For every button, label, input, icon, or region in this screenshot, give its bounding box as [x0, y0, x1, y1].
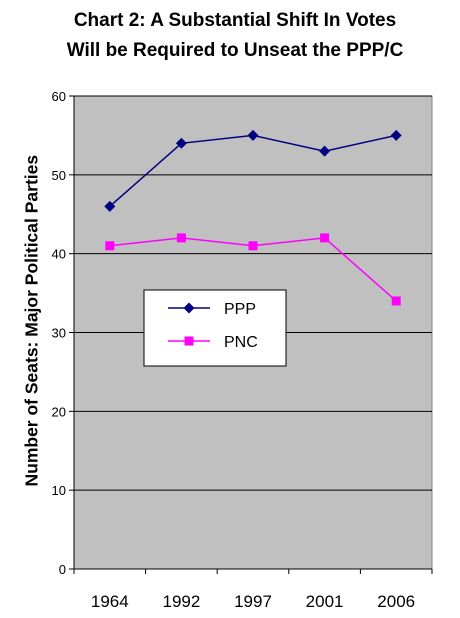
data-point-pnc — [176, 233, 186, 243]
y-tick-label: 40 — [52, 247, 66, 262]
data-point-ppp — [319, 145, 331, 157]
y-tick-label: 20 — [52, 404, 66, 419]
y-tick-labels: 0 10 20 30 40 50 60 — [52, 89, 66, 577]
data-point-ppp — [175, 137, 187, 149]
chart-title-line2: Will be Required to Unseat the PPP/C — [66, 40, 404, 61]
data-point-pnc — [391, 296, 401, 306]
x-tick-label: 1964 — [91, 592, 129, 611]
chart-title-line1: Chart 2: A Substantial Shift In Votes — [73, 10, 397, 31]
legend-marker-pnc — [184, 336, 194, 346]
x-tick-label: 1992 — [162, 592, 200, 611]
series-group — [104, 129, 402, 306]
x-tick-label: 2001 — [306, 592, 344, 611]
data-point-pnc — [248, 241, 258, 251]
legend-box — [143, 289, 287, 367]
legend-marker-ppp — [183, 302, 195, 314]
data-point-ppp — [390, 129, 402, 141]
y-tick-label: 30 — [52, 326, 66, 341]
data-point-pnc — [320, 233, 330, 243]
y-tick-label: 50 — [52, 168, 66, 183]
data-point-ppp — [104, 200, 116, 212]
x-tick-label: 2006 — [377, 592, 415, 611]
y-tick-label: 10 — [52, 483, 66, 498]
legend: PPP PNC — [143, 289, 287, 367]
axes — [69, 95, 433, 574]
x-tick-labels: 1964 1992 1997 2001 2006 — [91, 592, 415, 611]
legend-label-pnc: PNC — [224, 334, 258, 351]
y-tick-label: 0 — [59, 562, 66, 577]
data-point-pnc — [105, 241, 115, 251]
data-point-ppp — [247, 129, 259, 141]
x-tick-label: 1997 — [234, 592, 272, 611]
y-tick-label: 60 — [52, 89, 66, 104]
legend-label-ppp: PPP — [224, 301, 256, 318]
